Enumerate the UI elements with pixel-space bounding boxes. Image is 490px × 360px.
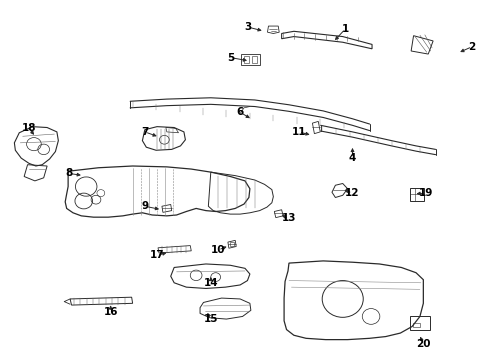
Text: 15: 15: [203, 314, 218, 324]
Bar: [241, 54, 260, 66]
Bar: [413, 323, 420, 327]
Text: 17: 17: [150, 250, 164, 260]
Text: 19: 19: [418, 188, 433, 198]
Text: 5: 5: [227, 53, 234, 63]
Text: 9: 9: [141, 201, 148, 211]
Bar: [252, 56, 257, 63]
Text: 11: 11: [292, 127, 306, 137]
Text: 12: 12: [345, 188, 360, 198]
Text: 2: 2: [468, 42, 476, 51]
Text: 6: 6: [237, 107, 244, 117]
Text: 13: 13: [282, 213, 296, 224]
Bar: [230, 242, 234, 246]
Text: 14: 14: [203, 278, 218, 288]
Text: 16: 16: [103, 307, 118, 317]
Text: 8: 8: [66, 168, 73, 179]
Bar: [244, 56, 249, 63]
Text: 20: 20: [416, 339, 431, 349]
Text: 3: 3: [244, 22, 251, 32]
Text: 7: 7: [141, 127, 148, 137]
Text: 1: 1: [342, 24, 349, 34]
Text: 4: 4: [349, 153, 356, 163]
Text: 18: 18: [22, 123, 36, 134]
Text: 10: 10: [211, 245, 225, 255]
Bar: [410, 316, 430, 329]
